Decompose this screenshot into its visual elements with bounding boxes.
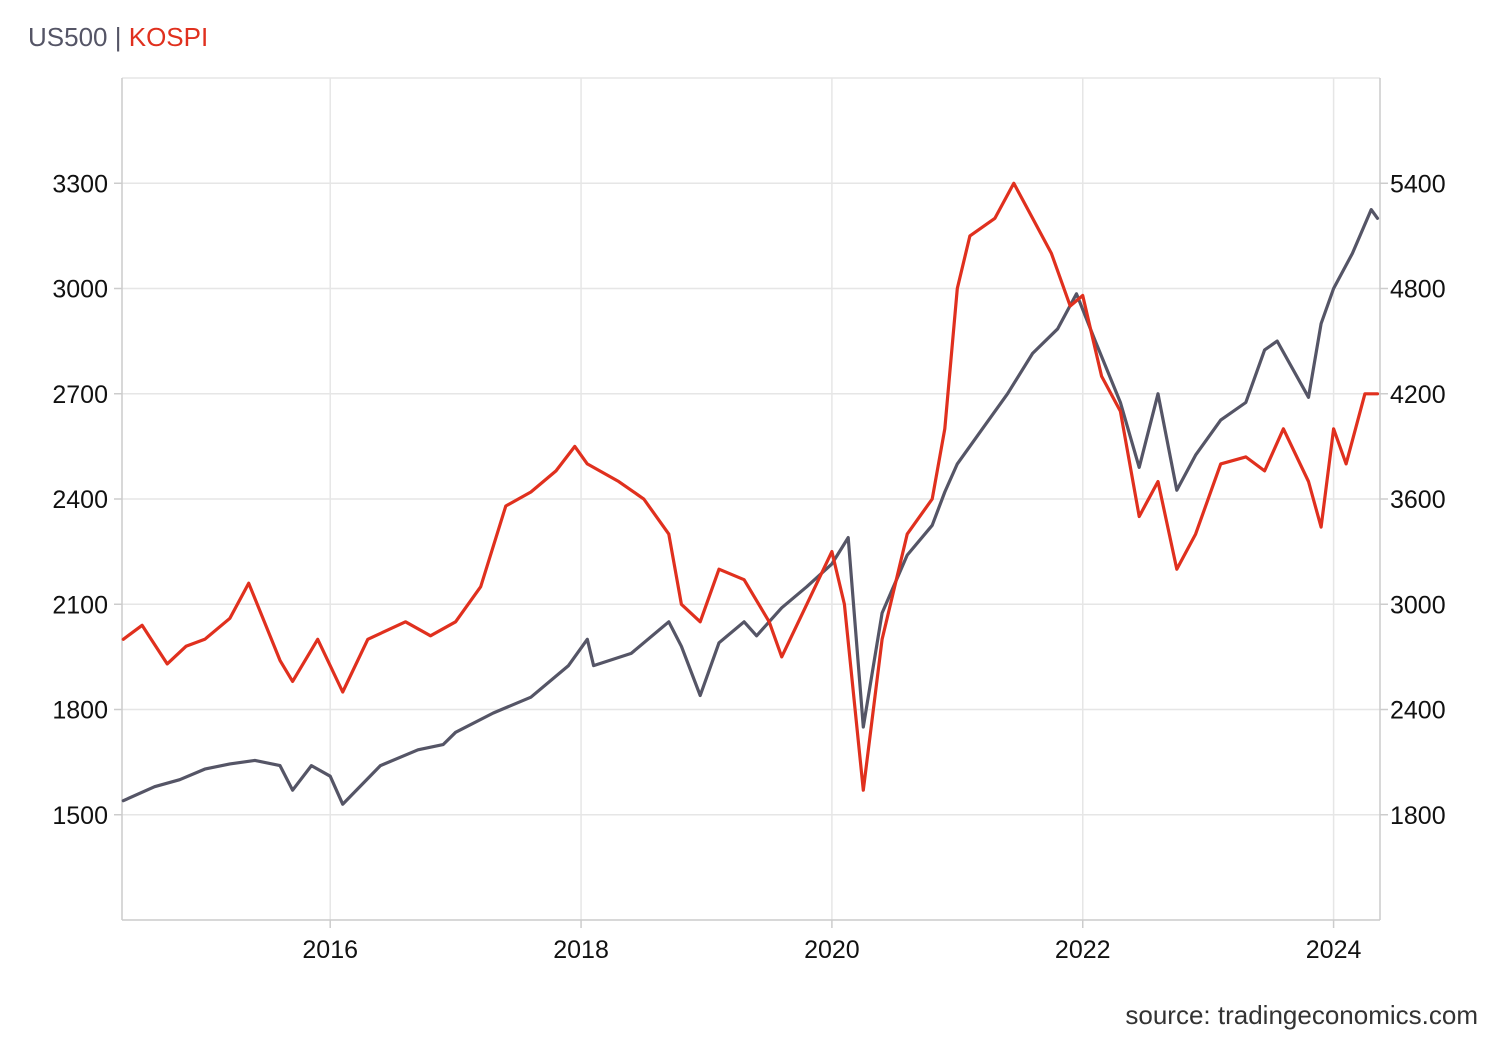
left-tick-label: 2100 bbox=[52, 591, 108, 619]
left-tick-label: 1800 bbox=[52, 697, 108, 725]
legend-us500[interactable]: US500 bbox=[28, 22, 108, 52]
right-tick-label: 1800 bbox=[1390, 802, 1446, 830]
source-note: source: tradingeconomics.com bbox=[1125, 1000, 1478, 1030]
right-tick-label: 2400 bbox=[1390, 697, 1446, 725]
left-tick-label: 2700 bbox=[52, 381, 108, 409]
right-tick-label: 3600 bbox=[1390, 486, 1446, 514]
series-line-us500[interactable] bbox=[121, 208, 1380, 806]
axis-layer bbox=[114, 77, 1388, 928]
x-tick-label: 2022 bbox=[1055, 936, 1111, 964]
right-tick-label: 4800 bbox=[1390, 276, 1446, 304]
legend: US500 | KOSPI bbox=[28, 22, 208, 53]
series-layer bbox=[121, 181, 1380, 806]
x-tick-label: 2020 bbox=[804, 936, 860, 964]
right-tick-label: 3000 bbox=[1390, 591, 1446, 619]
x-tick-label: 2024 bbox=[1306, 936, 1362, 964]
left-tick-label: 3300 bbox=[52, 170, 108, 198]
x-tick-label: 2018 bbox=[553, 936, 609, 964]
grid-layer bbox=[122, 78, 1380, 920]
left-tick-label: 2400 bbox=[52, 486, 108, 514]
x-tick-label: 2016 bbox=[302, 936, 358, 964]
left-tick-label: 3000 bbox=[52, 276, 108, 304]
right-tick-label: 5400 bbox=[1390, 170, 1446, 198]
legend-kospi[interactable]: KOSPI bbox=[128, 22, 209, 52]
left-tick-label: 1500 bbox=[52, 802, 108, 830]
tick-layer: 1500 1800 2100 2400 2700 3000 3300 1800 2400 3000… bbox=[52, 170, 1445, 964]
right-tick-label: 4200 bbox=[1390, 381, 1446, 409]
series-line-kospi[interactable] bbox=[121, 181, 1380, 792]
legend-separator: | bbox=[114, 22, 122, 52]
